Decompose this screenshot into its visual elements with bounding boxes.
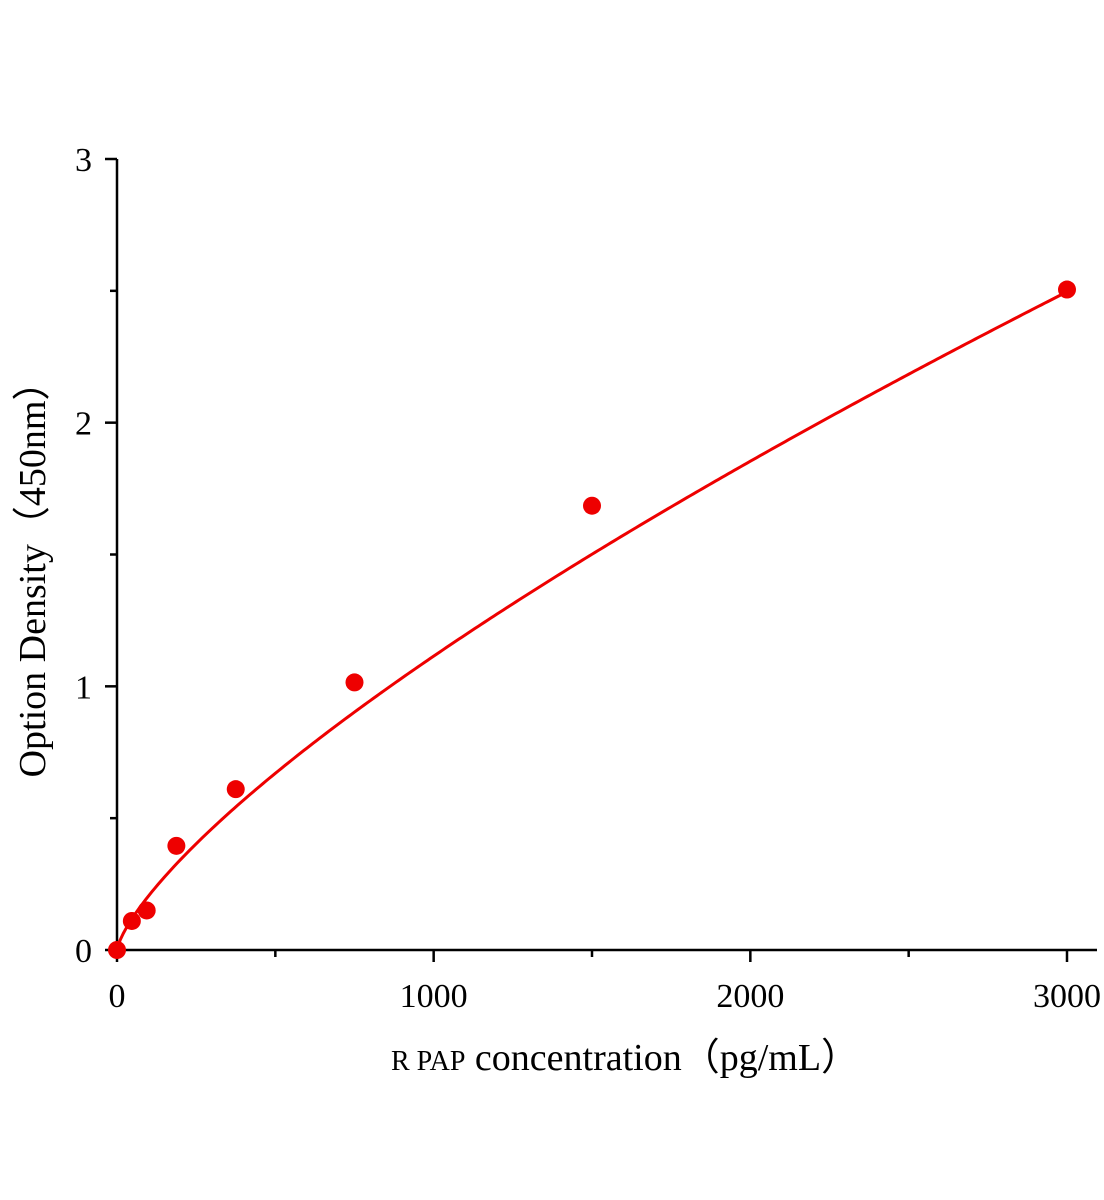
fit-curve: [115, 290, 1068, 951]
data-point: [345, 673, 364, 692]
x-axis-title-prefix: R PAP: [391, 1046, 465, 1077]
x-axis-title: R PAP concentration（pg/mL）: [391, 1037, 859, 1079]
axes: [115, 159, 1097, 952]
y-tick-label: 3: [75, 142, 92, 179]
x-tick-label: 2000: [716, 978, 784, 1015]
x-axis-ticks: [115, 950, 1069, 962]
y-axis-tick-labels: 0 1 2 3: [75, 142, 92, 970]
data-point: [122, 911, 141, 930]
y-tick-label: 2: [75, 406, 92, 443]
y-axis-ticks: [105, 157, 117, 952]
data-point: [226, 780, 245, 799]
data-point: [1058, 280, 1076, 299]
data-point: [167, 836, 186, 855]
x-axis-title-rest: concentration（pg/mL）: [465, 1037, 859, 1079]
x-axis-tick-labels: 0 1000 2000 3000: [109, 978, 1102, 1015]
data-points: [108, 280, 1076, 959]
data-point: [137, 901, 156, 920]
x-tick-label: 0: [109, 978, 126, 1015]
data-point: [583, 496, 601, 515]
data-point: [108, 941, 126, 959]
y-axis-title: Option Density（450nm）: [12, 363, 54, 778]
x-tick-label: 1000: [400, 978, 468, 1015]
y-tick-label: 0: [75, 933, 92, 970]
y-tick-label: 1: [75, 669, 92, 706]
x-tick-label: 3000: [1033, 978, 1101, 1015]
